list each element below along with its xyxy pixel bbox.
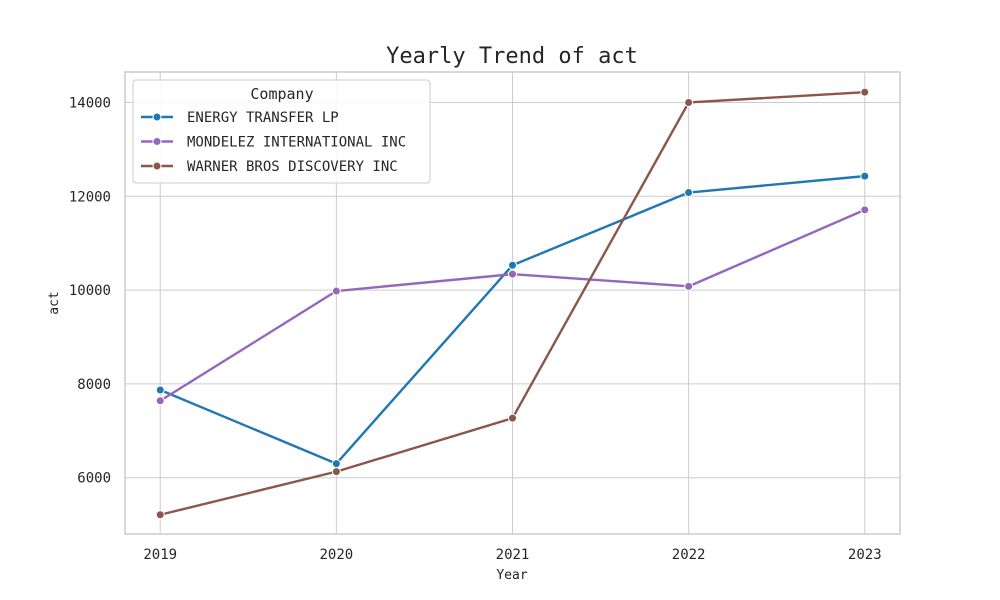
legend-marker (152, 137, 162, 146)
legend-label: ENERGY TRANSFER LP (187, 110, 339, 126)
legend-marker (152, 161, 162, 171)
x-tick-label: 2023 (848, 547, 882, 563)
y-tick-label: 12000 (69, 189, 111, 205)
y-tick-label: 14000 (69, 95, 111, 111)
x-tick-label: 2021 (496, 547, 530, 563)
legend-item: MONDELEZ INTERNATIONAL INC (141, 135, 406, 151)
legend-item: WARNER BROS DISCOVERY INC (141, 159, 398, 175)
data-point (508, 413, 517, 423)
legend-label: WARNER BROS DISCOVERY INC (187, 159, 398, 175)
y-tick-label: 10000 (69, 283, 111, 299)
data-point (331, 467, 341, 477)
tick-labels: 2019 2020 2021 2022 2023 6000 8000 10000 12000 14… (69, 95, 882, 563)
legend-item: ENERGY TRANSFER LP (141, 110, 339, 126)
series-3 (155, 87, 870, 520)
legend-label: MONDELEZ INTERNATIONAL INC (187, 135, 406, 151)
legend-items: ENERGY TRANSFER LP MONDELEZ INTERNATIONAL… (141, 110, 406, 175)
y-tick-label: 6000 (77, 471, 111, 487)
data-point (860, 87, 870, 97)
series-2 (155, 205, 870, 406)
data-point (508, 260, 517, 270)
data-point (508, 269, 517, 279)
data-point (155, 510, 165, 520)
data-point (684, 281, 694, 291)
x-tick-label: 2020 (320, 547, 354, 563)
legend-marker (152, 112, 162, 122)
data-point (155, 385, 165, 395)
chart-title: Yearly Trend of act (386, 44, 638, 69)
x-tick-label: 2019 (143, 547, 177, 563)
series-layer (155, 87, 870, 520)
y-tick-label: 8000 (77, 377, 111, 393)
y-axis-label: act (47, 291, 62, 314)
legend-title: Company (250, 85, 313, 103)
data-point (331, 286, 341, 296)
data-point (684, 97, 694, 107)
x-tick-label: 2022 (672, 547, 706, 563)
legend-box (132, 79, 431, 184)
data-point (860, 205, 870, 215)
data-point (860, 171, 870, 181)
data-point (684, 188, 694, 198)
data-point (155, 396, 165, 406)
x-axis-label: Year (496, 568, 527, 583)
plot-frame (124, 71, 901, 535)
series-1 (155, 171, 870, 469)
data-point (331, 459, 341, 469)
legend: Company ENERGY TRANSFER LP MONDELEZ INTER… (132, 79, 431, 184)
